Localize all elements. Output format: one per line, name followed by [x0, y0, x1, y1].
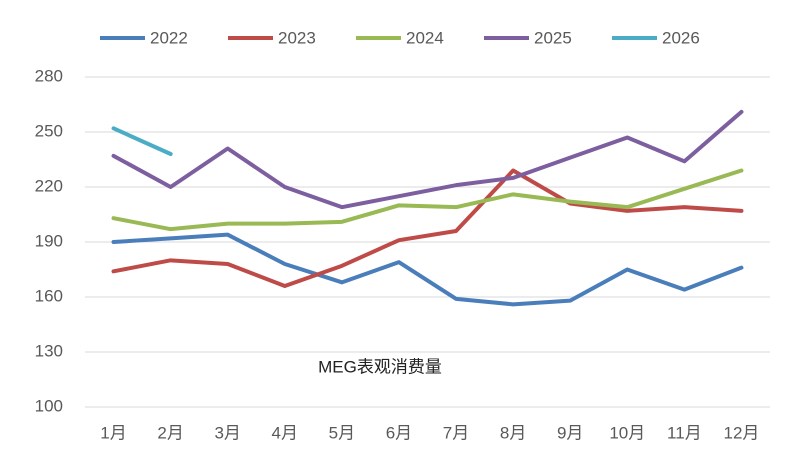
legend-label: 2025 [534, 28, 572, 47]
x-tick-label: 7月 [443, 423, 469, 442]
legend-label: 2023 [278, 28, 316, 47]
legend-label: 2026 [662, 28, 700, 47]
y-tick-label: 100 [35, 396, 63, 415]
y-tick-label: 130 [35, 341, 63, 360]
x-tick-label: 5月 [329, 423, 355, 442]
series-line [111, 168, 744, 288]
y-tick-label: 250 [35, 121, 63, 140]
x-tick-label: 6月 [386, 423, 412, 442]
x-tick-label: 8月 [500, 423, 526, 442]
x-tick-label: 3月 [214, 423, 240, 442]
series-line [111, 126, 173, 156]
y-tick-label: 280 [35, 66, 63, 85]
x-tick-label: 9月 [557, 423, 583, 442]
x-tick-label: 12月 [723, 423, 759, 442]
x-tick-label: 10月 [609, 423, 645, 442]
series-line [111, 168, 744, 232]
series-line [111, 109, 744, 210]
x-tick-label: 2月 [157, 423, 183, 442]
x-tick-label: 1月 [100, 423, 126, 442]
x-tick-label: 4月 [272, 423, 298, 442]
y-tick-label: 160 [35, 286, 63, 305]
annotation: MEG表观消费量 [318, 357, 442, 376]
legend-label: 2024 [406, 28, 444, 47]
x-tick-label: 11月 [667, 423, 702, 442]
series-line [111, 232, 744, 307]
y-tick-label: 190 [35, 231, 63, 250]
legend-label: 2022 [150, 28, 188, 47]
y-tick-label: 220 [35, 176, 63, 195]
